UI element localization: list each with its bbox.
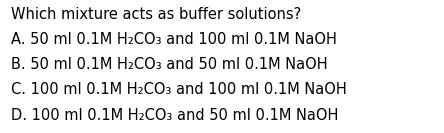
Text: B. 50 ml 0.1M H₂CO₃ and 50 ml 0.1M NaOH: B. 50 ml 0.1M H₂CO₃ and 50 ml 0.1M NaOH <box>11 57 328 72</box>
Text: A. 50 ml 0.1M H₂CO₃ and 100 ml 0.1M NaOH: A. 50 ml 0.1M H₂CO₃ and 100 ml 0.1M NaOH <box>11 32 337 47</box>
Text: Which mixture acts as buffer solutions?: Which mixture acts as buffer solutions? <box>11 7 301 22</box>
Text: D. 100 ml 0.1M H₂CO₃ and 50 ml 0.1M NaOH: D. 100 ml 0.1M H₂CO₃ and 50 ml 0.1M NaOH <box>11 108 338 123</box>
Text: C. 100 ml 0.1M H₂CO₃ and 100 ml 0.1M NaOH: C. 100 ml 0.1M H₂CO₃ and 100 ml 0.1M NaO… <box>11 82 347 97</box>
